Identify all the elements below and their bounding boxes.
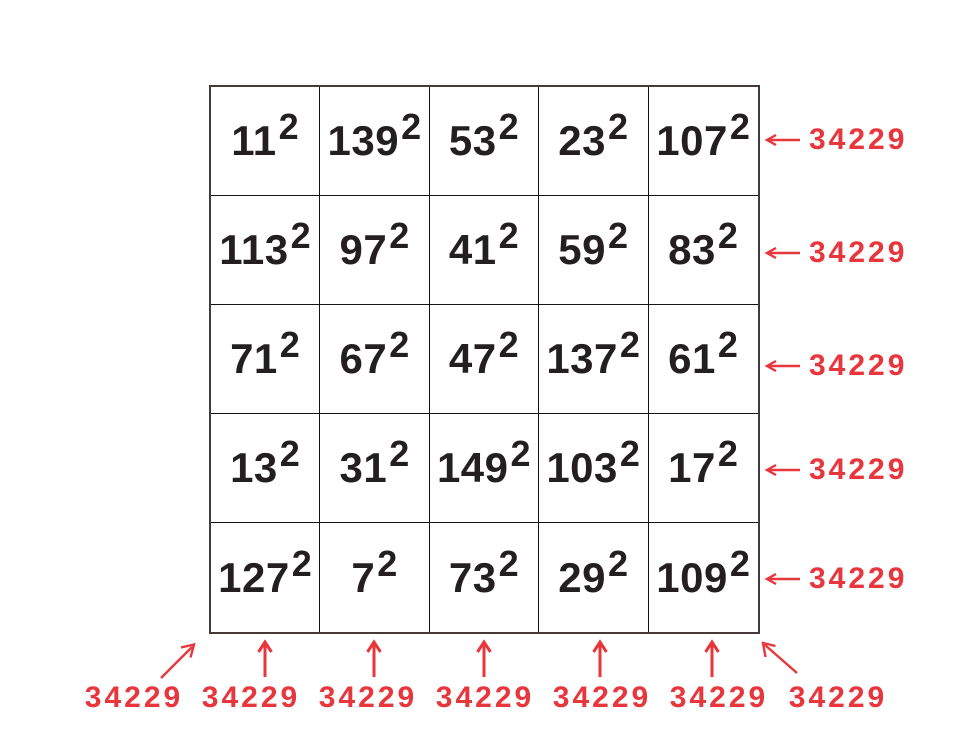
left-arrow-icon — [764, 463, 800, 477]
column-sum-value: 34229 — [669, 681, 769, 714]
cell-base: 103 — [546, 444, 618, 491]
grid-cell: 41 2 — [429, 196, 540, 305]
grid-cell: 97 2 — [320, 196, 430, 305]
cell-base: 59 — [558, 226, 606, 273]
up-arrow-icon — [592, 639, 608, 677]
cell-base: 137 — [546, 335, 618, 382]
row-sum-label: 34229 — [764, 455, 907, 485]
grid-cell: 11 2 — [211, 87, 321, 196]
cell-base: 97 — [339, 226, 388, 273]
grid-cell: 71 2 — [211, 305, 321, 414]
cell-base: 47 — [448, 335, 497, 382]
column-sum-value: 34229 — [318, 681, 418, 714]
column-sum-value: 34229 — [552, 681, 652, 714]
cell-base: 13 — [230, 444, 278, 491]
row-sum-label: 34229 — [764, 125, 907, 155]
up-left-arrow-icon — [761, 641, 798, 674]
row-sum-value: 34229 — [809, 562, 908, 595]
cell-base: 11 — [231, 117, 277, 164]
grid-cell: 17 2 — [648, 414, 758, 523]
cell-base: 139 — [327, 117, 400, 164]
row-sum-value: 34229 — [809, 453, 908, 486]
grid-cell: 103 2 — [539, 414, 649, 523]
grid-cell: 67 2 — [320, 305, 430, 414]
row-sum-value: 34229 — [809, 349, 908, 382]
grid-cell: 23 2 — [539, 87, 649, 196]
up-arrow-icon — [704, 639, 720, 677]
diagonal-sum-value: 34229 — [788, 681, 888, 714]
grid-cell: 53 2 — [429, 87, 540, 196]
cell-base: 127 — [218, 553, 290, 601]
up-arrow-icon — [257, 639, 273, 677]
cell-base: 29 — [558, 553, 606, 601]
cell-base: 7 — [351, 553, 376, 601]
cell-base: 67 — [339, 335, 388, 382]
left-arrow-icon — [764, 359, 800, 373]
grid-cell: 149 2 — [429, 414, 540, 523]
up-arrow-icon — [366, 639, 382, 677]
grid-cell: 83 2 — [648, 196, 758, 305]
cell-base: 71 — [230, 335, 278, 382]
row-sum-label: 34229 — [764, 238, 907, 268]
cell-base: 61 — [668, 335, 716, 382]
cell-base: 53 — [448, 117, 497, 164]
grid-cell: 29 2 — [539, 523, 649, 632]
grid-cell: 59 2 — [539, 196, 649, 305]
row-sum-value: 34229 — [809, 236, 908, 269]
row-sum-value: 34229 — [809, 123, 908, 156]
up-right-arrow-icon — [160, 642, 196, 679]
cell-base: 17 — [668, 444, 716, 491]
cell-base: 31 — [339, 444, 388, 491]
grid-cell: 47 2 — [429, 305, 540, 414]
cell-base: 83 — [668, 226, 716, 273]
left-arrow-icon — [764, 133, 800, 147]
left-arrow-icon — [764, 572, 800, 586]
cell-base: 149 — [436, 444, 509, 491]
cell-base: 107 — [656, 117, 728, 164]
cell-base: 23 — [558, 117, 606, 164]
magic-square-grid: 11 2 139 2 53 2 23 2 107 2 113 2 97 2 41 2 59 2 8… — [209, 85, 760, 634]
grid-cell: 109 2 — [656, 542, 751, 601]
cell-base: 113 — [219, 226, 289, 273]
grid-cell: 61 2 — [648, 305, 758, 414]
column-sum-value: 34229 — [201, 681, 301, 714]
left-arrow-icon — [764, 246, 800, 260]
row-sum-label: 34229 — [764, 351, 907, 381]
row-sum-label: 34229 — [764, 564, 907, 594]
cell-base: 41 — [448, 226, 497, 273]
diagonal-sum-value: 34229 — [84, 681, 184, 714]
grid-cell: 113 2 — [211, 196, 321, 305]
grid-cell: 127 2 — [211, 523, 321, 632]
column-sum-value: 34229 — [435, 681, 535, 714]
grid-cell: 107 2 — [648, 87, 758, 196]
grid-cell: 137 2 — [539, 305, 649, 414]
grid-cell: 139 2 — [320, 87, 430, 196]
cell-base: 73 — [448, 553, 497, 601]
cell-base: 109 — [656, 553, 728, 601]
grid-cell: 13 2 — [211, 414, 321, 523]
grid-cell: 73 2 — [430, 523, 540, 632]
grid-cell: 31 2 — [320, 414, 430, 523]
up-arrow-icon — [476, 639, 492, 677]
